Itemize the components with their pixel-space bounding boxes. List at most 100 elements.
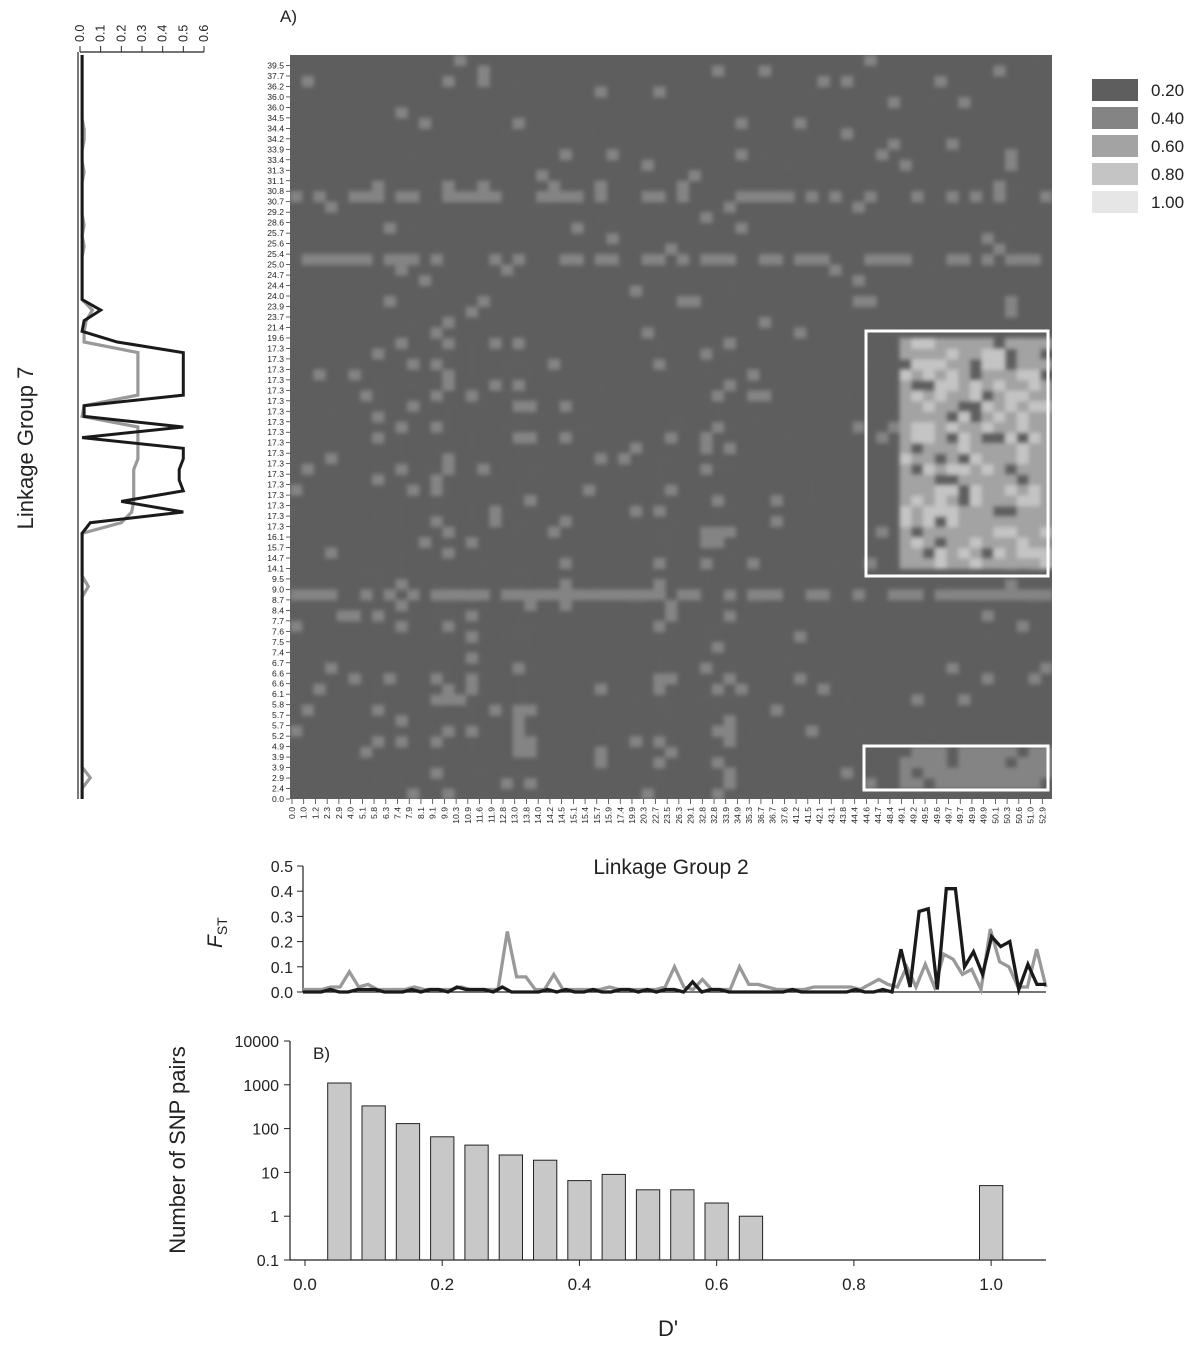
heatmap-cell <box>981 589 994 601</box>
heatmap-cell <box>653 620 666 632</box>
heatmap-cell <box>770 463 783 475</box>
heatmap-cell <box>700 337 713 349</box>
heatmap-cell <box>1028 778 1041 790</box>
heatmap-cell <box>594 212 608 224</box>
heatmap-cell <box>969 390 983 402</box>
heatmap-cell <box>969 746 983 758</box>
heatmap-cell <box>946 201 959 213</box>
heatmap-cell <box>899 442 912 454</box>
heatmap-cell <box>923 75 936 87</box>
heatmap-cell <box>512 715 525 727</box>
heatmap-cell <box>512 694 525 706</box>
heatmap-cell <box>430 631 443 643</box>
heatmap-y-tick-label: 24.4 <box>267 281 284 291</box>
heatmap-cell <box>747 390 760 402</box>
heatmap-cell <box>618 358 631 370</box>
heatmap-cell <box>770 379 783 391</box>
legend-swatch <box>1092 163 1138 185</box>
heatmap-cell <box>934 746 947 758</box>
heatmap-cell <box>794 117 807 129</box>
heatmap-cell <box>1040 432 1052 444</box>
heatmap-cell <box>407 316 420 328</box>
heatmap-cell <box>923 547 936 559</box>
heatmap-cell <box>524 537 537 549</box>
heatmap-cell <box>934 757 947 769</box>
heatmap-cell <box>934 516 947 528</box>
heatmap-cell <box>1016 526 1030 538</box>
heatmap-cell <box>782 180 795 192</box>
heatmap-cell <box>958 589 971 601</box>
heatmap-cell <box>372 683 385 695</box>
heatmap-cell <box>653 631 666 643</box>
heatmap-cell <box>700 568 713 580</box>
heatmap-cell <box>547 191 561 203</box>
heatmap-cell <box>981 610 994 622</box>
heatmap-cell <box>958 547 971 559</box>
heatmap-cell <box>430 704 443 716</box>
heatmap-cell <box>700 631 713 643</box>
heatmap-cell <box>559 86 572 98</box>
heatmap-cell <box>524 767 537 779</box>
heatmap-cell <box>465 516 479 528</box>
heatmap-cell <box>747 589 760 601</box>
lg7-tick-label: 0.2 <box>114 25 128 42</box>
heatmap-cell <box>1016 557 1030 569</box>
heatmap-y-tick-label: 3.9 <box>272 752 284 762</box>
heatmap-cell <box>1005 254 1018 266</box>
heatmap-cell <box>969 778 983 790</box>
heatmap-cell <box>969 379 983 391</box>
heatmap-cell <box>430 683 443 695</box>
heatmap-cell <box>993 463 1006 475</box>
heatmap-cell <box>559 191 572 203</box>
heatmap-cell <box>899 453 912 465</box>
heatmap-cell <box>1005 641 1018 653</box>
heatmap-cell <box>840 348 854 360</box>
heatmap-cell <box>712 254 725 266</box>
heatmap-cell <box>688 694 701 706</box>
heatmap-cell <box>1016 421 1030 433</box>
heatmap-cell <box>594 453 608 465</box>
heatmap-cell <box>524 620 537 632</box>
heatmap-y-tick-label: 25.4 <box>267 249 284 259</box>
heatmap-cell <box>993 495 1006 507</box>
heatmap-cell <box>536 170 549 182</box>
heatmap-cell <box>1005 526 1018 538</box>
heatmap-cell <box>864 296 877 307</box>
heatmap-cell <box>512 589 525 601</box>
lg2-ylabel: FST <box>204 917 230 948</box>
heatmap-x-tick-label: 7.4 <box>393 807 403 819</box>
heatmap-cell <box>512 379 525 391</box>
heatmap-cell <box>676 222 690 234</box>
heatmap-cell <box>653 495 666 507</box>
heatmap-cell <box>407 191 420 203</box>
heatmap-cell <box>981 557 994 569</box>
heatmap-cell <box>712 631 725 643</box>
heatmap-cell <box>911 411 924 423</box>
heatmap-cell <box>372 746 385 758</box>
heatmap-cell <box>454 296 467 307</box>
heatmap-cell <box>618 736 631 748</box>
heatmap-cell <box>993 557 1006 569</box>
heatmap-cell <box>899 505 912 517</box>
heatmap-cell <box>876 432 889 444</box>
legend-swatch <box>1092 135 1138 157</box>
heatmap-cell <box>1016 547 1030 559</box>
heatmap-cell <box>1005 495 1018 507</box>
heatmap-cell <box>348 673 361 685</box>
heatmap-cell <box>723 557 736 569</box>
heatmap-cell <box>465 767 479 779</box>
heatmap-cell <box>946 296 959 307</box>
heatmap-x-tick-label: 13.0 <box>510 807 520 824</box>
lg7-tick-label: 0.0 <box>73 25 87 42</box>
heatmap-cell <box>559 578 572 590</box>
heatmap-cell <box>923 369 936 381</box>
heatmap-cell <box>665 442 678 454</box>
heatmap-cell <box>665 631 678 643</box>
heatmap-cell <box>712 599 725 611</box>
heatmap-cell <box>770 673 783 685</box>
heatmap-cell <box>758 65 772 77</box>
heatmap-cell <box>360 390 373 402</box>
heatmap-cell <box>712 736 725 748</box>
heatmap-cell <box>325 484 338 496</box>
heatmap-cell <box>313 683 326 695</box>
